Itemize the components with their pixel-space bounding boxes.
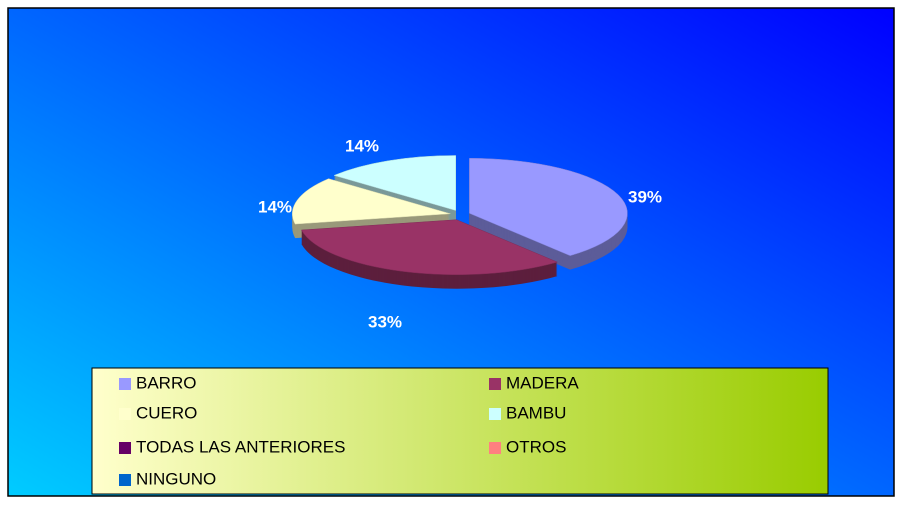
legend-label: BARRO — [136, 373, 196, 392]
pie-slice — [301, 219, 559, 275]
legend-box — [91, 367, 829, 495]
legend-swatch — [119, 442, 131, 454]
legend-label: NINGUNO — [136, 469, 216, 488]
pie-slice — [292, 178, 451, 225]
pie-slice — [333, 155, 456, 211]
legend-swatch — [119, 378, 131, 390]
legend-swatch — [489, 408, 501, 420]
data-label: 39% — [628, 187, 662, 206]
legend-swatch — [119, 408, 131, 420]
data-label: 14% — [345, 136, 379, 155]
legend-label: OTROS — [506, 437, 566, 456]
data-label: 14% — [258, 197, 292, 216]
legend-swatch — [489, 442, 501, 454]
data-label: 33% — [368, 312, 402, 331]
legend-label: TODAS LAS ANTERIORES — [136, 437, 345, 456]
pie-slice — [469, 158, 628, 256]
legend-label: MADERA — [506, 373, 579, 392]
legend-swatch — [489, 378, 501, 390]
legend-swatch — [119, 474, 131, 486]
legend-label: CUERO — [136, 403, 197, 422]
legend-label: BAMBU — [506, 403, 566, 422]
